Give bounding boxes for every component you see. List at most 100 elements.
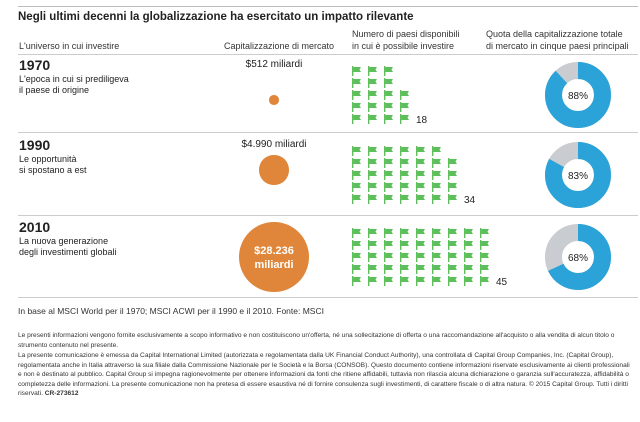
desc-line: si spostano a est [19, 165, 87, 175]
flag-icon [384, 114, 393, 124]
desc-line: degli investimenti globali [19, 247, 117, 257]
flag-icon [352, 276, 361, 286]
flag-icon [400, 146, 409, 156]
share-label: 88% [568, 91, 588, 102]
header-countries-2: in cui è possibile investire [352, 41, 455, 51]
desc-line: La nuova generazione [19, 236, 109, 246]
bubble-label: $28.236 [254, 245, 294, 257]
share-donut: 68% [545, 224, 611, 290]
country-count: 45 [496, 277, 508, 288]
donut-share [545, 142, 611, 208]
flag-icon [400, 276, 409, 286]
flag-icon [368, 240, 377, 250]
flag-icon [352, 146, 361, 156]
flag-icon [368, 182, 377, 192]
header-countries-1: Numero di paesi disponibili [352, 29, 460, 39]
flag-icon [400, 240, 409, 250]
flag-icon [368, 228, 377, 238]
flag-icon [352, 78, 361, 88]
flag-icon [368, 90, 377, 100]
flag-icon [352, 90, 361, 100]
flag-icon [432, 228, 441, 238]
flag-icon [432, 194, 441, 204]
flag-icon [384, 102, 393, 112]
flag-icon [416, 182, 425, 192]
market-cap-label: $512 miliardi [245, 59, 303, 70]
disclaimer-legal: La presente comunicazione è emessa da Ca… [18, 351, 630, 399]
country-count: 34 [464, 195, 476, 206]
flag-icon [368, 264, 377, 274]
flag-icon [368, 66, 377, 76]
flag-icon [368, 114, 377, 124]
flag-icon [432, 240, 441, 250]
disclaimer-text: La presente comunicazione è emessa da Ca… [18, 352, 630, 397]
header-universe: L'universo in cui investire [19, 41, 120, 51]
flag-icon [480, 276, 489, 286]
flag-icon [416, 170, 425, 180]
share-donut: 88% [545, 62, 611, 128]
divider [18, 215, 638, 216]
disclaimer: Le presenti informazioni vengono fornite… [18, 332, 615, 349]
flag-icon [400, 114, 409, 124]
flag-icon [400, 158, 409, 168]
flag-icon [352, 228, 361, 238]
flag-icon [368, 252, 377, 262]
flag-icon [448, 182, 457, 192]
flag-icon [416, 240, 425, 250]
flag-icon [416, 252, 425, 262]
flag-icon [416, 264, 425, 274]
desc-line: Le opportunità [19, 154, 77, 164]
market-cap-bubble [239, 222, 309, 292]
flag-icon [384, 90, 393, 100]
country-count: 18 [416, 115, 428, 126]
flag-icon [400, 264, 409, 274]
share-label: 68% [568, 253, 588, 264]
flag-icon [400, 102, 409, 112]
flag-icon [384, 170, 393, 180]
flag-icon [400, 194, 409, 204]
flag-icon [352, 114, 361, 124]
flag-icon [368, 158, 377, 168]
flag-icon [416, 146, 425, 156]
year-1990: 1990 [19, 137, 51, 153]
divider [18, 54, 638, 55]
flag-icon [400, 182, 409, 192]
flag-icon [384, 146, 393, 156]
flag-icon [352, 182, 361, 192]
flag-icon [416, 194, 425, 204]
flag-icon [384, 158, 393, 168]
header-share-2: di mercato in cinque paesi principali [486, 41, 629, 51]
flag-icon [368, 276, 377, 286]
market-cap-label: $4.990 miliardi [241, 139, 307, 150]
flag-icon [480, 228, 489, 238]
flag-icon [384, 264, 393, 274]
top-rule [18, 6, 638, 7]
bubble-label: miliardi [254, 259, 294, 271]
flag-icon [464, 252, 473, 262]
flag-icon [400, 90, 409, 100]
desc-line: il paese di origine [19, 85, 90, 95]
flag-icon [352, 240, 361, 250]
flag-icon [368, 78, 377, 88]
flag-icon [448, 158, 457, 168]
market-cap-bubble [269, 95, 279, 105]
flag-icon [448, 276, 457, 286]
market-cap-bubble [259, 155, 289, 185]
flag-icon [448, 228, 457, 238]
donut-share [545, 224, 611, 290]
desc-line: L'epoca in cui si prediligeva [19, 74, 129, 84]
flag-icon [416, 276, 425, 286]
flag-icon [352, 194, 361, 204]
flag-icon [480, 252, 489, 262]
donut-share [545, 62, 611, 128]
flag-icon [432, 182, 441, 192]
flag-icon [352, 252, 361, 262]
flag-icon [352, 66, 361, 76]
flag-icon [480, 240, 489, 250]
flag-icon [400, 252, 409, 262]
flag-icon [432, 158, 441, 168]
flag-icon [352, 158, 361, 168]
flag-icon [384, 252, 393, 262]
year-2010: 2010 [19, 219, 51, 235]
